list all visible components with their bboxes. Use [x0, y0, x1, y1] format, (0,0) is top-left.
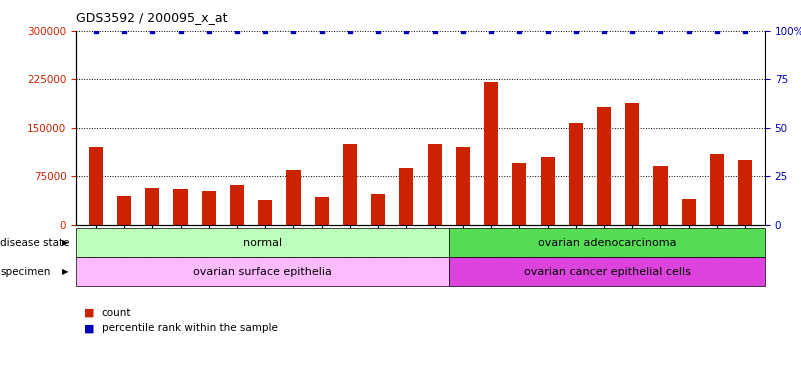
Text: count: count — [102, 308, 131, 318]
Point — [654, 28, 667, 34]
Point — [203, 28, 215, 34]
Point — [485, 28, 497, 34]
Point — [231, 28, 244, 34]
Text: ovarian surface epithelia: ovarian surface epithelia — [193, 266, 332, 277]
Text: GDS3592 / 200095_x_at: GDS3592 / 200095_x_at — [76, 12, 227, 25]
Bar — [654, 167, 667, 225]
Bar — [456, 147, 470, 225]
Bar — [230, 185, 244, 225]
Bar — [597, 107, 611, 225]
Bar — [117, 195, 131, 225]
Bar — [315, 197, 328, 225]
Point — [513, 28, 525, 34]
Point — [90, 28, 103, 34]
Point — [316, 28, 328, 34]
Bar — [76, 228, 449, 257]
Bar — [258, 200, 272, 225]
Bar — [287, 170, 300, 225]
Point — [146, 28, 159, 34]
Point — [739, 28, 751, 34]
Bar — [449, 228, 765, 257]
Point — [118, 28, 131, 34]
Point — [626, 28, 638, 34]
Text: ■: ■ — [84, 323, 95, 333]
Bar — [449, 257, 765, 286]
Bar — [174, 189, 187, 225]
Bar — [400, 168, 413, 225]
Point — [174, 28, 187, 34]
Bar — [682, 199, 696, 225]
Bar — [626, 103, 639, 225]
Text: ■: ■ — [84, 308, 95, 318]
Bar — [76, 257, 449, 286]
Point — [287, 28, 300, 34]
Bar — [484, 83, 498, 225]
Bar — [428, 144, 441, 225]
Bar — [739, 160, 752, 225]
Text: normal: normal — [243, 238, 282, 248]
Point — [344, 28, 356, 34]
Point — [457, 28, 469, 34]
Point — [682, 28, 695, 34]
Text: ovarian adenocarcinoma: ovarian adenocarcinoma — [537, 238, 676, 248]
Point — [259, 28, 272, 34]
Point — [710, 28, 723, 34]
Point — [372, 28, 384, 34]
Point — [541, 28, 554, 34]
Bar — [569, 122, 583, 225]
Point — [598, 28, 610, 34]
Bar — [371, 194, 385, 225]
Bar — [513, 163, 526, 225]
Text: percentile rank within the sample: percentile rank within the sample — [102, 323, 278, 333]
Text: ▶: ▶ — [62, 267, 68, 276]
Bar — [145, 188, 159, 225]
Text: ovarian cancer epithelial cells: ovarian cancer epithelial cells — [524, 266, 690, 277]
Point — [429, 28, 441, 34]
Bar — [89, 147, 103, 225]
Bar — [710, 154, 724, 225]
Point — [570, 28, 582, 34]
Text: ▶: ▶ — [62, 238, 68, 247]
Text: disease state: disease state — [0, 238, 70, 248]
Bar — [202, 191, 215, 225]
Point — [400, 28, 413, 34]
Bar — [541, 157, 554, 225]
Text: specimen: specimen — [0, 266, 50, 277]
Bar — [343, 144, 357, 225]
